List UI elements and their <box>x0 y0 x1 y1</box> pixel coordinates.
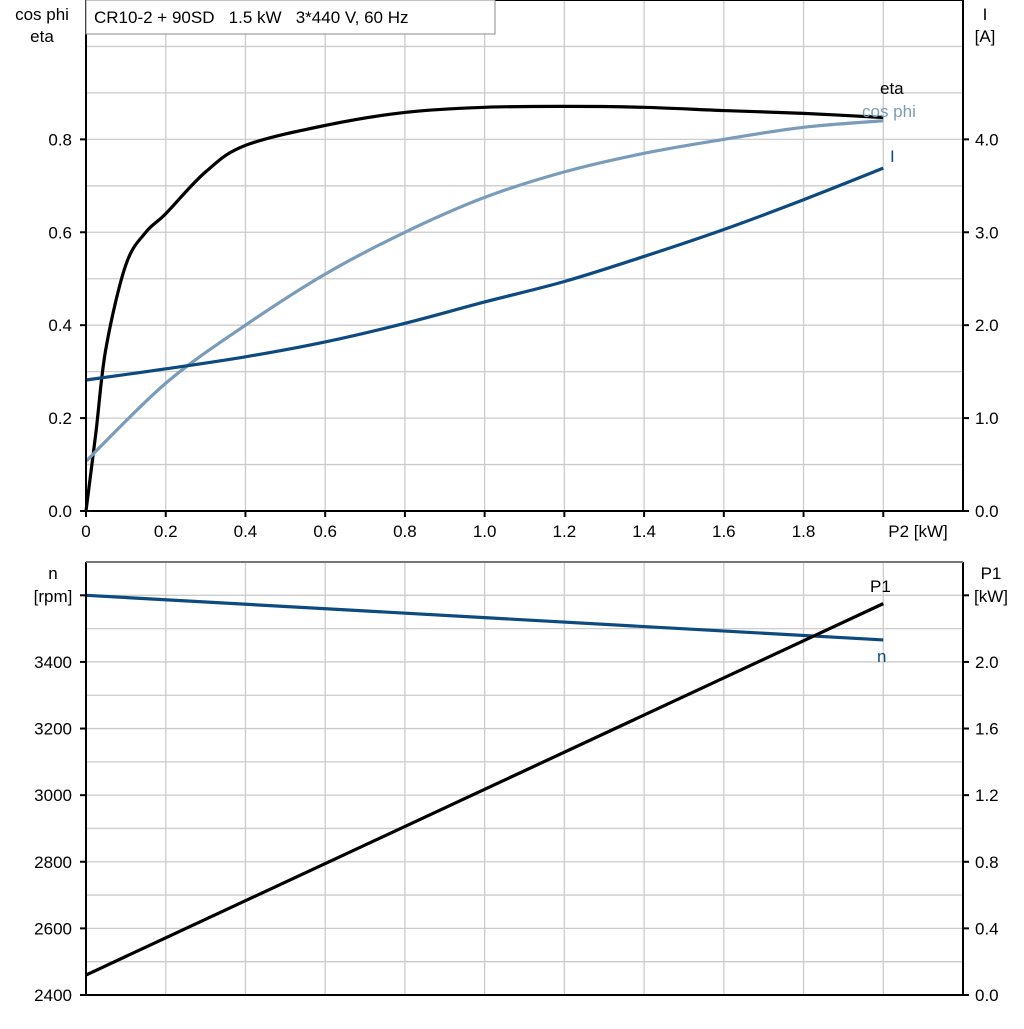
y-left-tick-label: 3400 <box>34 653 72 672</box>
series-lines <box>84 104 884 977</box>
axes <box>80 0 969 996</box>
y-left-tick-label: 3000 <box>34 786 72 805</box>
y-right-tick-label: 3.0 <box>975 223 999 242</box>
series-label-i: I <box>890 147 895 166</box>
x-tick-label: 0 <box>81 522 90 541</box>
bottom-right-ylabel-2: [kW] <box>974 587 1008 606</box>
top-right-ylabel-2: [A] <box>975 27 996 46</box>
y-left-tick-label: 3200 <box>34 720 72 739</box>
bottom-left-ylabel-1: n <box>48 564 57 583</box>
x-tick-label: 1.4 <box>632 522 656 541</box>
title-box <box>85 0 496 35</box>
x-tick-label: 1.0 <box>473 522 497 541</box>
series-line-eta <box>84 104 884 512</box>
bottom-grid <box>86 562 963 995</box>
bottom-right-ylabel-1: P1 <box>981 564 1002 583</box>
tick-labels: 0.0 0.2 0.4 0.6 0.8 0.0 1.0 2.0 3.0 4.0 0 0.2 0.4 0.6… <box>34 130 998 1005</box>
top-grid <box>86 0 963 511</box>
top-left-ylabel-2: eta <box>30 27 54 46</box>
x-tick-label: 1.6 <box>712 522 736 541</box>
y-right-tick-label: 1.6 <box>975 720 999 739</box>
x-axis-label: P2 [kW] <box>888 522 948 541</box>
y-left-tick-label: 0.4 <box>48 316 72 335</box>
y-right-tick-label: 2.0 <box>975 316 999 335</box>
x-tick-label: 0.2 <box>154 522 178 541</box>
series-line-cos-phi <box>84 119 884 463</box>
series-label-cos-phi: cos phi <box>862 102 916 121</box>
y-left-tick-label: 0.0 <box>48 502 72 521</box>
x-tick-label: 0.8 <box>393 522 417 541</box>
series-label-p1: P1 <box>870 577 891 596</box>
series-line-i <box>85 166 884 382</box>
chart-title: CR10-2 + 90SD 1.5 kW 3*440 V, 60 Hz <box>94 8 409 27</box>
series-label-eta: eta <box>880 79 904 98</box>
series-line-n <box>85 593 884 642</box>
top-right-ylabel-1: I <box>983 5 988 24</box>
x-tick-label: 0.6 <box>313 522 337 541</box>
x-tick-label: 1.8 <box>792 522 816 541</box>
y-right-tick-label: 1.2 <box>975 786 999 805</box>
series-line-p1 <box>85 602 884 977</box>
bottom-left-ylabel-2: [rpm] <box>34 587 73 606</box>
y-left-tick-label: 0.6 <box>48 223 72 242</box>
y-left-tick-label: 0.2 <box>48 409 72 428</box>
y-right-tick-label: 4.0 <box>975 130 999 149</box>
y-right-tick-label: 2.0 <box>975 653 999 672</box>
y-left-tick-label: 2800 <box>34 853 72 872</box>
y-right-tick-label: 0.0 <box>975 502 999 521</box>
y-left-tick-label: 0.8 <box>48 130 72 149</box>
y-left-tick-label: 2600 <box>34 919 72 938</box>
series-label-n: n <box>877 647 886 666</box>
y-right-tick-label: 0.0 <box>975 986 999 1005</box>
y-right-tick-label: 1.0 <box>975 409 999 428</box>
top-left-ylabel-1: cos phi <box>15 5 69 24</box>
x-tick-label: 1.2 <box>553 522 577 541</box>
y-left-tick-label: 2400 <box>34 986 72 1005</box>
y-right-tick-label: 0.8 <box>975 853 999 872</box>
y-right-tick-label: 0.4 <box>975 919 999 938</box>
x-tick-label: 0.4 <box>234 522 258 541</box>
